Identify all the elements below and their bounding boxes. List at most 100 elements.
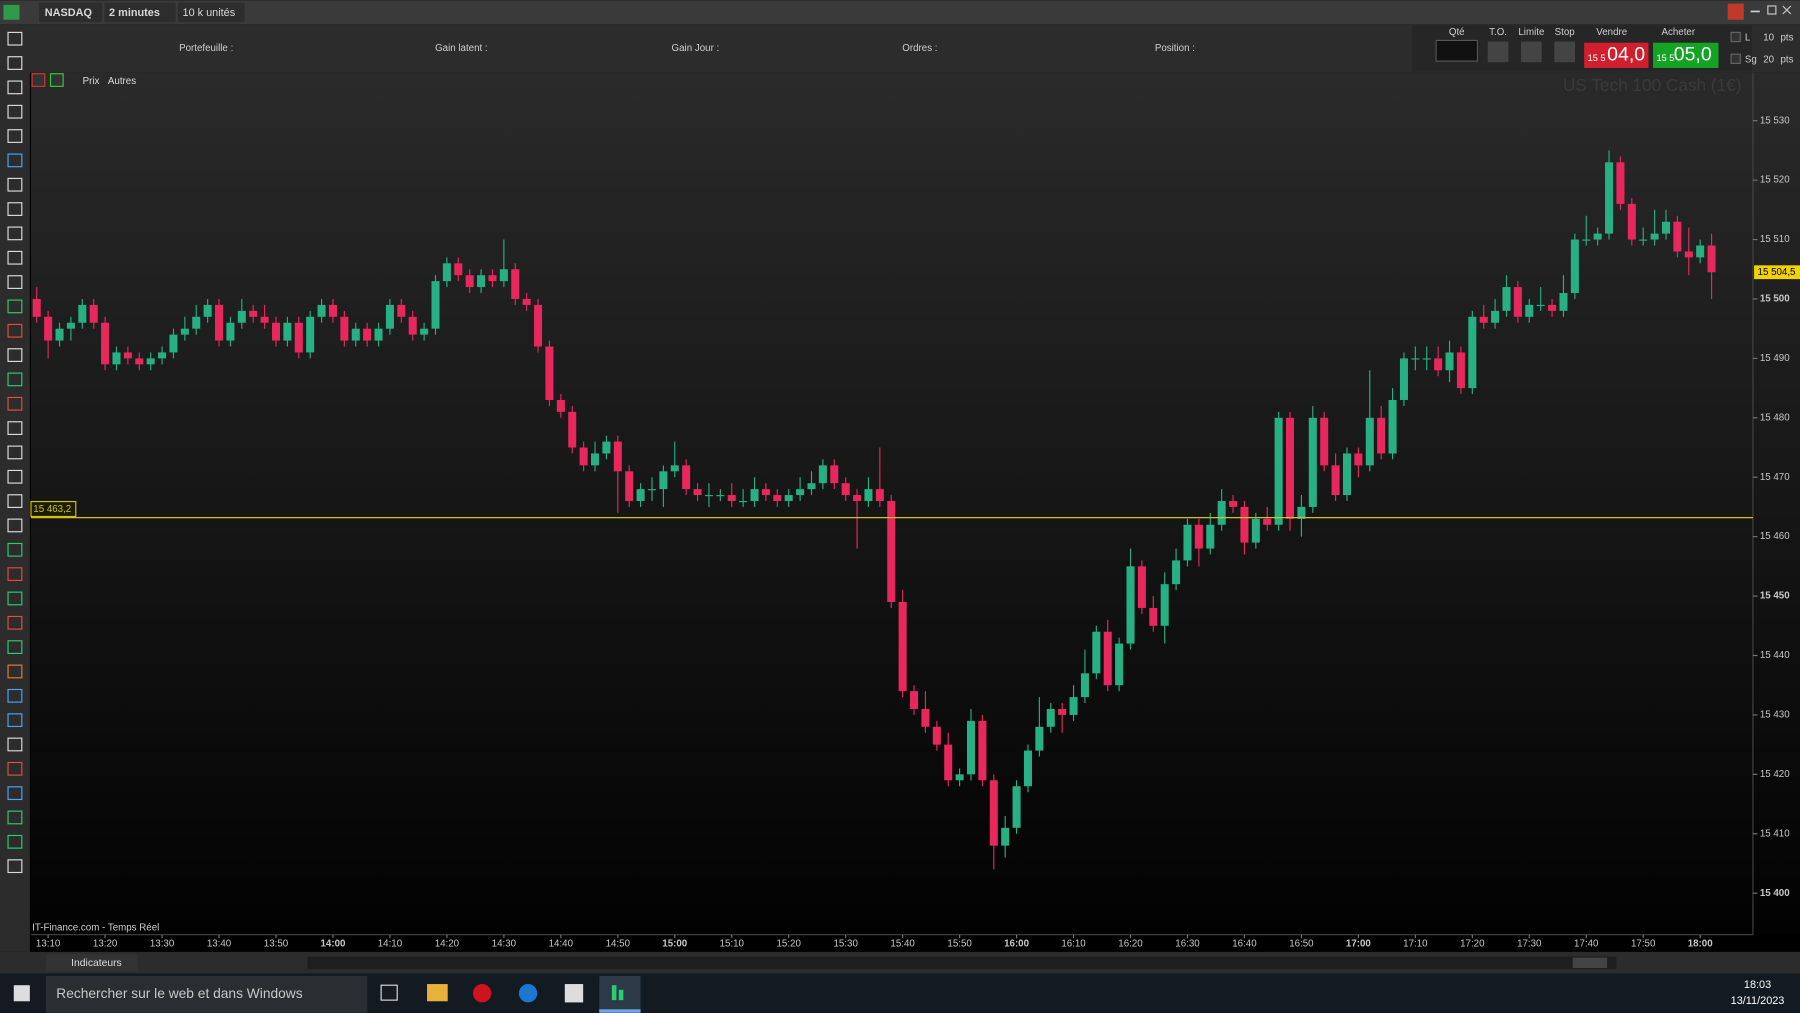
candle-body: [556, 399, 565, 412]
tool-icon[interactable]: [7, 275, 23, 289]
timeframe-select[interactable]: [104, 2, 176, 23]
to-button[interactable]: [1487, 41, 1509, 63]
tool-icon[interactable]: [7, 518, 23, 533]
sell-price[interactable]: 04,0: [1607, 44, 1645, 66]
sell-prefix[interactable]: 15 5: [1588, 53, 1606, 63]
sync-icon[interactable]: [1727, 3, 1744, 20]
tool-icon[interactable]: [7, 250, 23, 265]
price-tab[interactable]: [68, 73, 102, 88]
candle-body: [1673, 221, 1682, 252]
other-tab-label[interactable]: Autres: [108, 76, 136, 87]
candle-body: [727, 495, 736, 501]
candle-body: [1160, 584, 1169, 626]
tool-icon[interactable]: [7, 372, 23, 387]
tool-icon[interactable]: [7, 542, 23, 557]
restore[interactable]: [1767, 5, 1777, 15]
tool-icon[interactable]: [7, 688, 23, 703]
candle-body: [1468, 316, 1477, 389]
tool-icon[interactable]: [7, 153, 23, 168]
tool-icon[interactable]: [7, 640, 23, 655]
store-icon[interactable]: [564, 984, 584, 1003]
tool-icon[interactable]: [7, 445, 23, 460]
candle-body: [397, 304, 406, 317]
instrument[interactable]: NASDAQ: [45, 7, 93, 19]
search-box[interactable]: [45, 976, 368, 1013]
candle-body: [169, 334, 178, 353]
tool-icon[interactable]: [7, 713, 23, 728]
tool-icon[interactable]: [7, 567, 23, 582]
tool-icon[interactable]: [7, 31, 23, 46]
tool-icon[interactable]: [7, 129, 23, 143]
qty-input[interactable]: [1435, 39, 1478, 62]
tool-icon[interactable]: [7, 786, 23, 801]
tool-icon[interactable]: [7, 421, 23, 435]
price-tab-label[interactable]: Prix: [83, 76, 100, 87]
scrollbar[interactable]: [307, 956, 1617, 970]
indicators-button[interactable]: [45, 954, 138, 972]
candle-body: [1548, 304, 1557, 311]
l-value[interactable]: 10: [1763, 33, 1774, 44]
close-chart[interactable]: [31, 73, 46, 87]
tool-icon[interactable]: [7, 859, 23, 874]
edge-icon[interactable]: [518, 984, 538, 1003]
l-checkbox[interactable]: [1730, 31, 1741, 43]
tool-icon[interactable]: [7, 56, 23, 70]
sg-value[interactable]: 20: [1763, 55, 1774, 66]
tool-icon[interactable]: [7, 323, 23, 338]
opera-icon[interactable]: [472, 984, 492, 1003]
task-view[interactable]: [380, 984, 398, 1001]
x-tick-label: 15:20: [777, 938, 802, 949]
tool-icon[interactable]: [7, 469, 23, 484]
explorer-icon[interactable]: [427, 984, 448, 1002]
tool-icon[interactable]: [7, 494, 23, 508]
add-chart[interactable]: [49, 73, 64, 87]
candle-body: [545, 346, 554, 400]
tool-icon[interactable]: [7, 80, 23, 95]
timeframe[interactable]: 2 minutes: [109, 7, 160, 19]
tool-icon[interactable]: [7, 202, 23, 216]
size-select[interactable]: [177, 2, 245, 23]
tool-icon[interactable]: [7, 348, 23, 362]
stop-button[interactable]: [1554, 41, 1575, 63]
scroll-thumb[interactable]: [1572, 957, 1608, 968]
tool-icon[interactable]: [7, 104, 23, 119]
prorealtime-icon[interactable]: [611, 985, 617, 1001]
tool-icon[interactable]: [7, 615, 23, 630]
x-tick-label: 16:10: [1061, 938, 1086, 949]
size[interactable]: 10 k unités: [183, 7, 236, 19]
close[interactable]: [1782, 5, 1792, 15]
other-tab[interactable]: [103, 73, 142, 88]
tool-icon[interactable]: [7, 226, 23, 241]
tool-icon[interactable]: [7, 810, 23, 825]
qty-label: Qté: [1449, 27, 1465, 38]
tool-icon[interactable]: [7, 591, 23, 606]
tool-icon[interactable]: [7, 396, 23, 411]
indicators-label[interactable]: Indicateurs: [71, 958, 122, 969]
candle-body: [1263, 518, 1272, 525]
minimize[interactable]: [1750, 10, 1760, 13]
search-placeholder[interactable]: Rechercher sur le web et dans Windows: [56, 986, 302, 1001]
candle-body: [1240, 506, 1249, 543]
sg-checkbox[interactable]: [1730, 53, 1741, 64]
y-tick-label: 15 450: [1760, 591, 1790, 602]
buy-button[interactable]: [1653, 42, 1719, 68]
candle-body: [1593, 233, 1602, 240]
candle-body: [1046, 708, 1055, 727]
tool-icon[interactable]: [7, 737, 23, 752]
daily-gain-label: Gain Jour :: [672, 43, 720, 54]
x-tick-label: 15:00: [662, 938, 688, 949]
tool-icon[interactable]: [7, 664, 23, 679]
tool-icon[interactable]: [7, 834, 23, 849]
sell-button[interactable]: [1584, 42, 1649, 68]
tool-icon[interactable]: [7, 177, 23, 192]
tool-icon[interactable]: [7, 299, 23, 314]
instrument-select[interactable]: [39, 2, 103, 23]
limit-button[interactable]: [1521, 41, 1542, 63]
buy-prefix[interactable]: 15 5: [1657, 53, 1675, 63]
candle-body: [1069, 697, 1078, 715]
start-button[interactable]: [13, 985, 30, 1002]
tool-icon[interactable]: [7, 761, 23, 776]
buy-price[interactable]: 05,0: [1674, 44, 1712, 66]
candle-body: [693, 489, 702, 496]
prorealtime-icon-2[interactable]: [618, 989, 624, 1001]
